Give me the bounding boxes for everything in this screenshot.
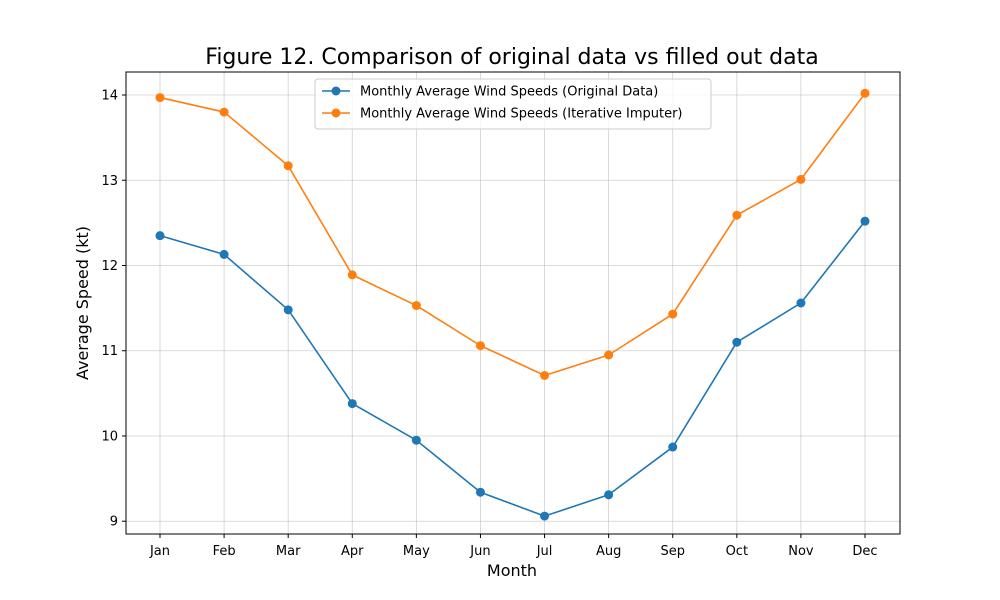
legend-marker [331,86,341,96]
data-point [796,298,806,308]
legend-marker [331,108,341,118]
legend-box [314,78,712,130]
data-point [604,350,614,360]
y-tick-label: 10 [101,429,118,444]
y-tick-label: 9 [110,515,118,530]
data-point [283,305,293,315]
data-point [411,435,421,445]
x-axis-label: Month [487,561,537,580]
y-tick-label: 11 [101,344,118,359]
legend-label: Monthly Average Wind Speeds (Original Da… [360,85,658,100]
data-point [155,231,165,241]
y-tick-label: 13 [101,174,118,189]
data-point [283,161,293,171]
x-tick-label: Apr [341,544,364,559]
x-tick-label: Feb [213,544,236,559]
series-line-2 [159,92,866,377]
x-tick-label: Jan [149,544,170,559]
series-layer [155,88,870,521]
data-point [732,337,742,347]
data-point [796,174,806,184]
data-point [540,511,550,521]
series-line-1 [159,220,866,517]
data-point [347,399,357,409]
data-point [219,249,229,259]
x-tick-label: Mar [276,544,301,559]
x-tick-label: Aug [596,544,621,559]
y-tick-label: 14 [101,89,118,104]
data-point [668,442,678,452]
x-tick-label: Sep [660,544,685,559]
legend: Monthly Average Wind Speeds (Original Da… [314,78,712,130]
data-point [155,93,165,103]
data-point [411,301,421,311]
data-point [860,216,870,226]
legend-label: Monthly Average Wind Speeds (Iterative I… [360,107,683,122]
data-point [219,107,229,117]
x-tick-label: Dec [852,544,877,559]
x-tick-label: Oct [726,544,748,559]
data-point [475,341,485,351]
data-point [604,490,614,500]
x-tick-label: May [403,544,430,559]
y-axis-label: Average Speed (kt) [73,226,92,380]
data-point [732,210,742,220]
data-point [860,88,870,98]
x-tick-label: Jun [469,544,490,559]
tick-layer: Jan Feb Mar Apr May Jun Jul Aug Sep Oct Nov Dec 9 10 1… [101,89,877,559]
data-point [347,270,357,280]
data-point [668,309,678,319]
x-tick-label: Jul [536,544,553,559]
data-point [475,487,485,497]
x-tick-label: Nov [788,544,814,559]
y-tick-label: 12 [101,259,118,274]
plot-frame [125,71,901,535]
chart-title: Figure 12. Comparison of original data v… [205,45,818,70]
data-point [540,370,550,380]
